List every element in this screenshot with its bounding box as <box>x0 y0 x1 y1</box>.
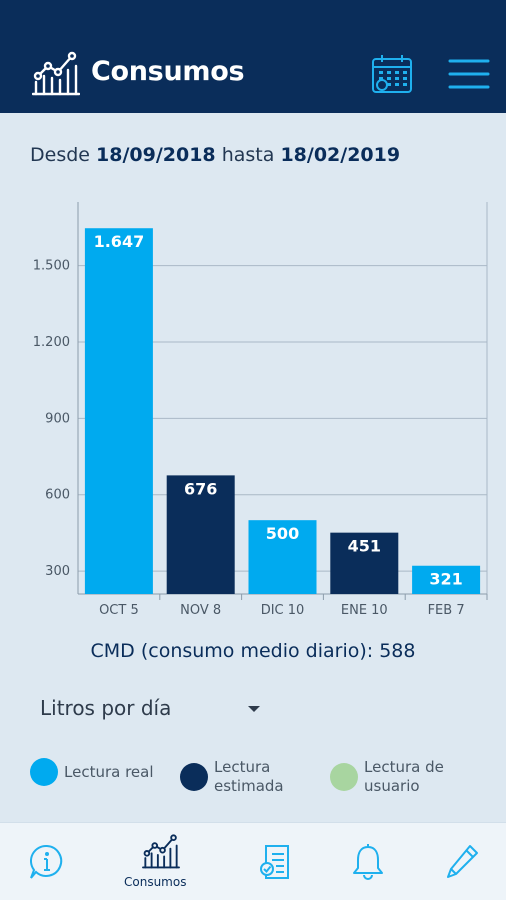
legend-swatch-usuario <box>330 763 358 791</box>
nav-consumos-label: Consumos <box>124 875 187 889</box>
bar <box>84 228 153 594</box>
chart-icon <box>142 834 180 869</box>
app-header: Consumos <box>0 0 506 113</box>
bar <box>248 520 317 594</box>
bottom-navigation: Consumos <box>0 822 506 900</box>
bar-value-label: 676 <box>184 479 217 498</box>
consumption-bar-chart: 300 600 900 1.200 1.500 1.647 OCT 5 676 NOV 8 500… <box>33 202 488 618</box>
date-from-value: 18/09/2018 <box>96 144 216 166</box>
bar-value-label: 500 <box>266 524 299 543</box>
bell-icon <box>353 844 383 880</box>
nav-notifications[interactable] <box>346 823 390 900</box>
bar-value-label: 1.647 <box>94 232 145 251</box>
x-tick-label: OCT 5 <box>99 603 139 618</box>
unit-dropdown-value: Litros por día <box>40 696 172 720</box>
date-to-value: 18/02/2019 <box>280 144 401 166</box>
y-tick-label: 1.200 <box>33 335 70 350</box>
nav-info[interactable] <box>20 823 74 900</box>
date-to-label: hasta <box>221 144 275 166</box>
legend-swatch-real <box>30 758 58 786</box>
bar-value-label: 451 <box>348 537 381 556</box>
calendar-icon[interactable] <box>370 52 414 96</box>
bar <box>330 532 399 594</box>
date-from-label: Desde <box>30 144 90 166</box>
legend-item-estimada: Lectura estimada <box>180 758 284 796</box>
bar-value-label: 321 <box>429 570 462 589</box>
nav-invoices[interactable] <box>254 823 298 900</box>
bar <box>412 565 481 594</box>
pencil-icon <box>447 845 478 878</box>
y-tick-label: 300 <box>45 564 70 579</box>
x-tick-label: ENE 10 <box>341 603 388 618</box>
nav-consumos[interactable]: Consumos <box>118 823 204 900</box>
invoice-icon <box>260 845 289 879</box>
legend-swatch-estimada <box>180 763 208 791</box>
legend-label-usuario: Lectura de usuario <box>364 758 444 795</box>
x-tick-label: DIC 10 <box>261 603 305 618</box>
legend-label-estimada: Lectura estimada <box>214 758 284 795</box>
bar <box>166 475 235 594</box>
y-tick-label: 600 <box>45 488 70 503</box>
chart-line-icon <box>32 51 80 96</box>
unit-dropdown[interactable]: Litros por día <box>40 696 270 726</box>
x-tick-label: NOV 8 <box>180 603 221 618</box>
legend-label-real: Lectura real <box>64 762 154 781</box>
legend-item-usuario: Lectura de usuario <box>330 758 444 796</box>
menu-icon[interactable] <box>448 58 490 90</box>
date-range: Desde 18/09/2018 hasta 18/02/2019 <box>30 144 400 166</box>
page-title: Consumos <box>91 56 245 87</box>
dropdown-caret-icon <box>248 706 260 712</box>
y-tick-label: 1.500 <box>33 259 70 274</box>
x-tick-label: FEB 7 <box>428 603 465 618</box>
info-icon <box>29 844 63 879</box>
cmd-summary: CMD (consumo medio diario): 588 <box>90 640 416 662</box>
legend-item-real: Lectura real <box>30 758 154 786</box>
y-tick-label: 900 <box>45 411 70 426</box>
nav-edit[interactable] <box>440 823 484 900</box>
